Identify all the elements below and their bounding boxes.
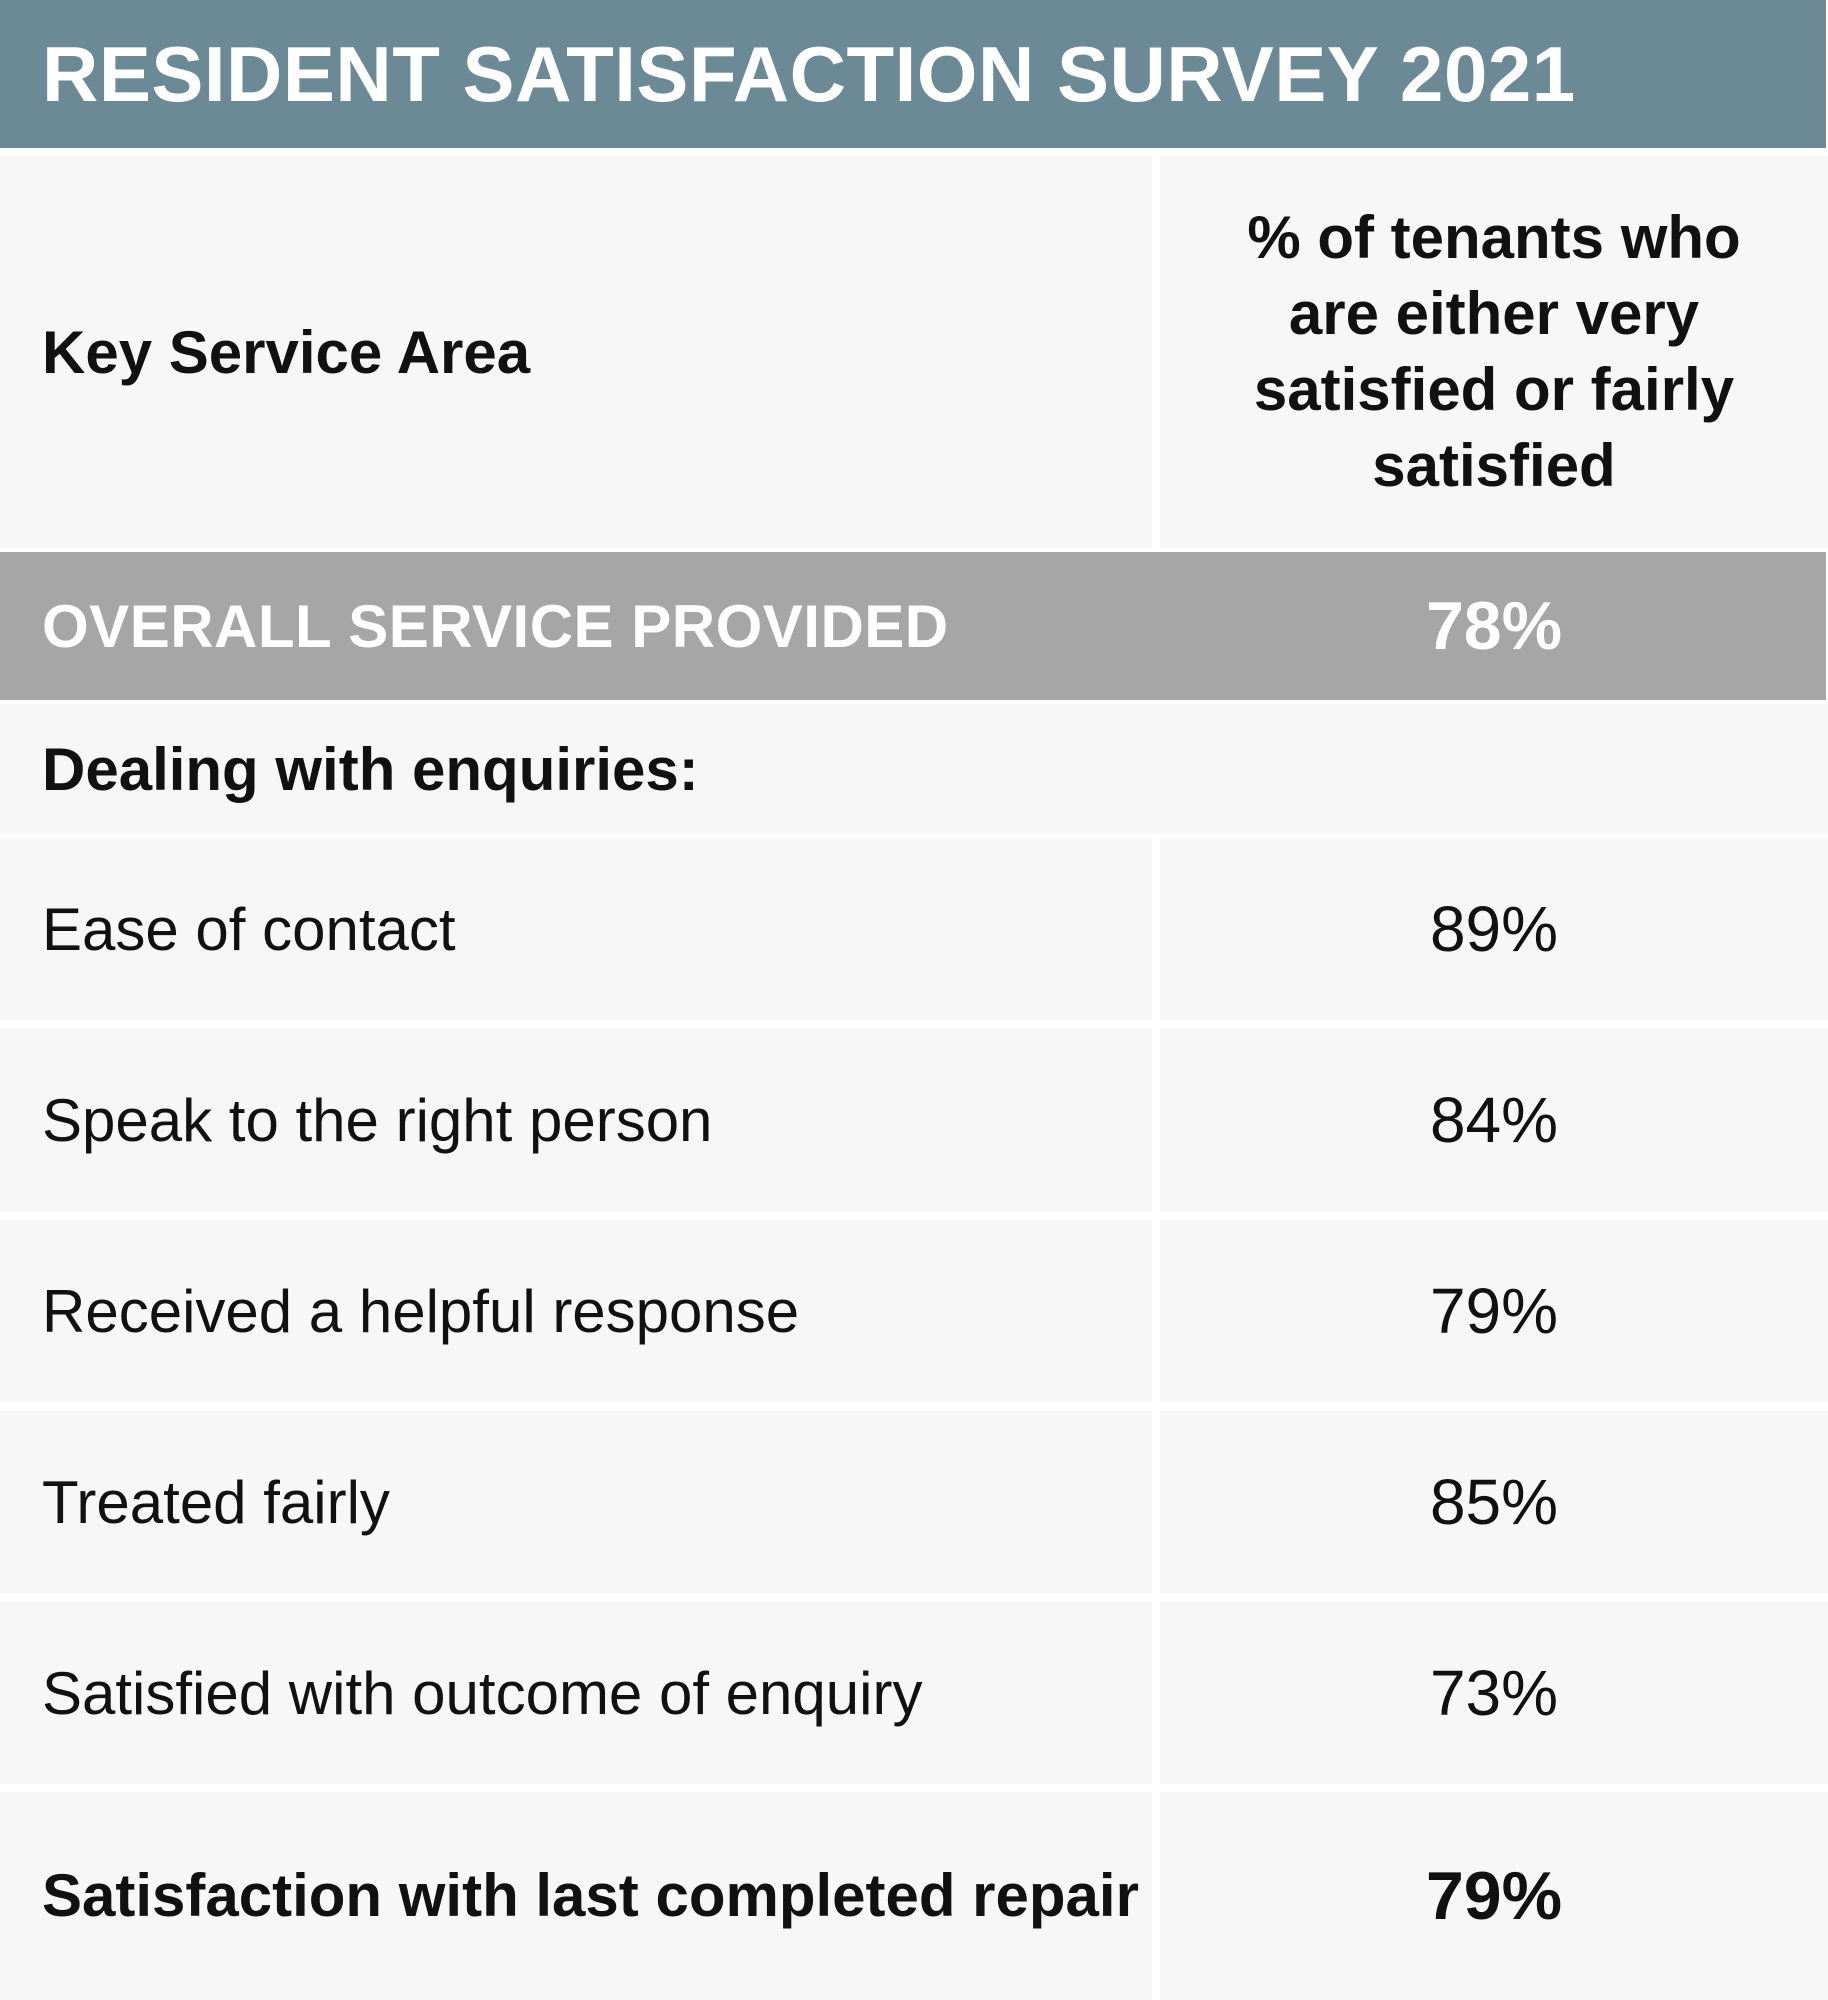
column-header-service-area: Key Service Area	[0, 156, 1152, 548]
overall-service-value: 78%	[1425, 588, 1563, 664]
table-row-label: Received a helpful response	[0, 1220, 1152, 1402]
table-row-label: Ease of contact	[0, 838, 1152, 1020]
table-row-value: 79%	[1160, 1220, 1828, 1402]
overall-service-row: OVERALL SERVICE PROVIDED 78%	[0, 552, 1826, 700]
table-row-value: 84%	[1160, 1029, 1828, 1211]
table-row-label: Satisfied with outcome of enquiry	[0, 1602, 1152, 1784]
page-title: RESIDENT SATISFACTION SURVEY 2021	[0, 0, 1826, 148]
table-row-label: Treated fairly	[0, 1411, 1152, 1593]
overall-service-label: OVERALL SERVICE PROVIDED	[42, 592, 949, 660]
repair-satisfaction-label: Satisfaction with last completed repair	[0, 1792, 1152, 2000]
table-row-label: Speak to the right person	[0, 1029, 1152, 1211]
table-row-value: 89%	[1160, 838, 1828, 1020]
column-header-percent-satisfied: % of tenants who are either very satisfi…	[1160, 156, 1828, 548]
repair-satisfaction-value: 79%	[1160, 1792, 1828, 2000]
section-heading-enquiries: Dealing with enquiries:	[0, 704, 1828, 834]
table-row-value: 85%	[1160, 1411, 1828, 1593]
table-row-value: 73%	[1160, 1602, 1828, 1784]
